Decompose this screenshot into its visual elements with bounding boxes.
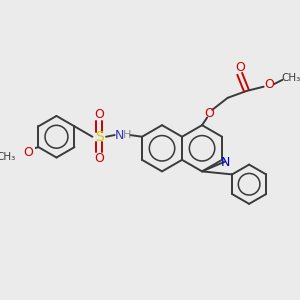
Text: O: O bbox=[94, 108, 104, 121]
Text: O: O bbox=[235, 61, 244, 74]
Text: CH₃: CH₃ bbox=[0, 152, 16, 162]
Text: O: O bbox=[23, 146, 33, 159]
Text: N: N bbox=[221, 156, 230, 169]
Text: O: O bbox=[94, 152, 104, 166]
Text: CH₃: CH₃ bbox=[281, 73, 300, 83]
Text: O: O bbox=[204, 107, 214, 120]
Text: S: S bbox=[95, 130, 103, 144]
Text: N: N bbox=[115, 128, 124, 142]
Text: O: O bbox=[265, 79, 275, 92]
Text: H: H bbox=[122, 130, 131, 140]
